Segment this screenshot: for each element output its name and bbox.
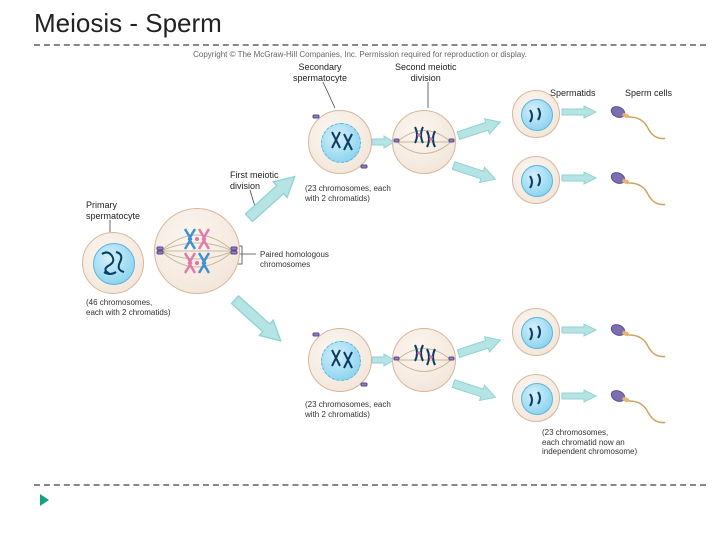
sperm-cells — [0, 0, 720, 540]
